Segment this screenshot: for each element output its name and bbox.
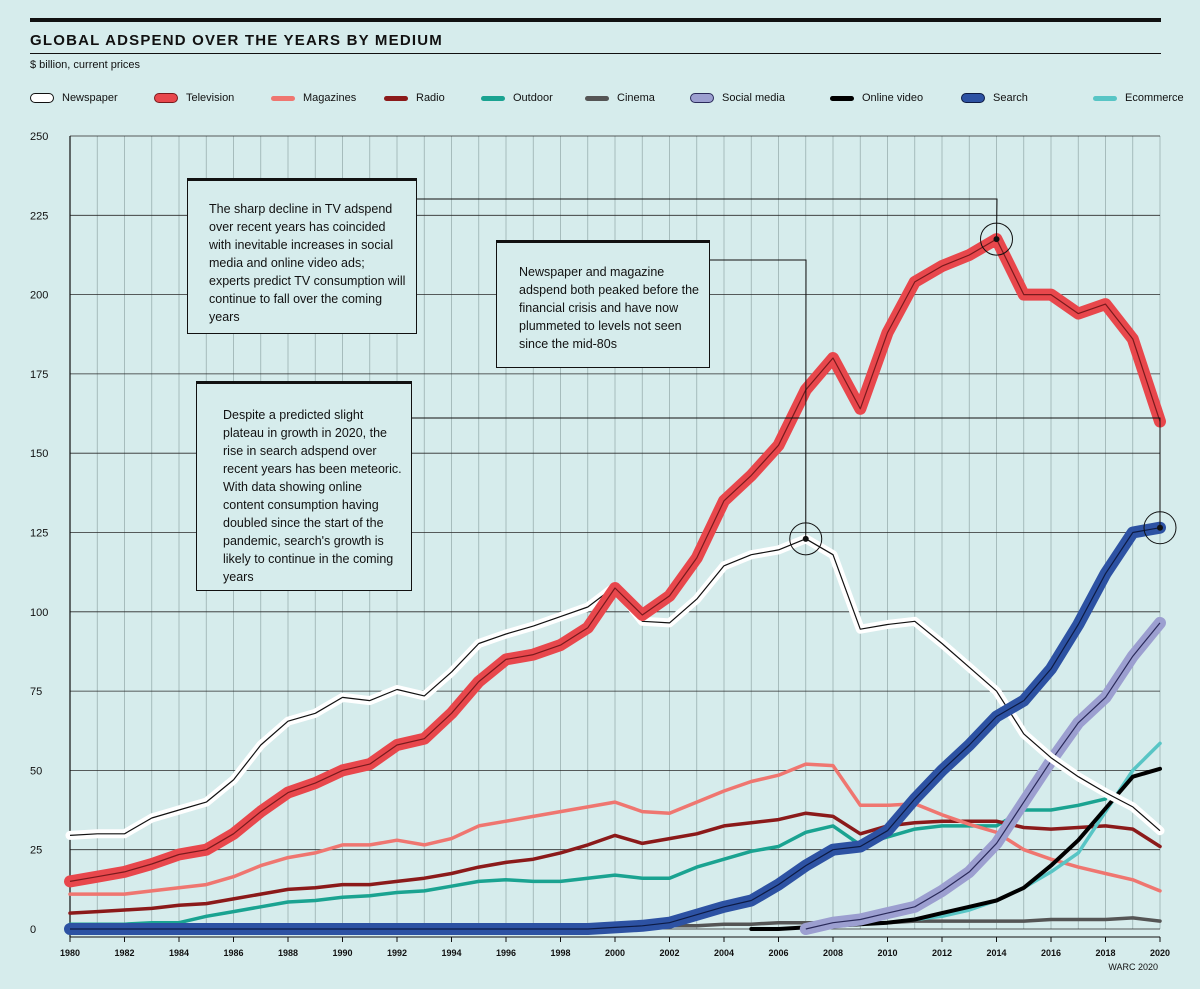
legend-label-outdoor: Outdoor <box>513 92 553 104</box>
x-tick-label: 1996 <box>496 948 516 958</box>
series-line-inner-social-media <box>805 622 1161 930</box>
highlight-point-search <box>1157 524 1163 531</box>
y-tick-label: 250 <box>30 131 48 143</box>
x-tick-label: 2018 <box>1095 948 1115 958</box>
x-tick-label: 2014 <box>986 948 1006 958</box>
annotation-leader-television <box>416 198 998 240</box>
annotation-tv-text: The sharp decline in TV adspend over rec… <box>209 202 406 324</box>
legend-swatch-online-video <box>830 95 854 101</box>
legend-swatch-cinema <box>585 95 609 101</box>
series-line-social-media <box>799 616 1166 935</box>
legend-label-radio: Radio <box>416 92 445 104</box>
legend-item-ecommerce: Ecommerce <box>1093 90 1184 106</box>
y-tick-label: 50 <box>30 765 42 777</box>
highlight-ring-newspaper <box>789 522 823 556</box>
annotation-newspaper: Newspaper and magazine adspend both peak… <box>496 240 710 368</box>
y-tick-label: 200 <box>30 290 48 302</box>
annotation-leader-newspaper <box>710 259 807 539</box>
series-line-radio <box>68 811 1162 915</box>
y-tick-label: 175 <box>30 369 48 381</box>
x-tick-label: 2010 <box>877 948 897 958</box>
x-tick-label: 1980 <box>60 948 80 958</box>
x-tick-label: 1990 <box>332 948 352 958</box>
legend-item-magazines: Magazines <box>271 90 356 106</box>
legend-item-cinema: Cinema <box>585 90 655 106</box>
legend-swatch-social-media <box>690 93 714 103</box>
highlight-point-newspaper <box>802 535 809 542</box>
x-tick-label: 1992 <box>387 948 407 958</box>
x-tick-label: 2012 <box>932 948 952 958</box>
highlight-ring-search <box>1143 511 1177 545</box>
y-tick-label: 225 <box>30 210 48 222</box>
legend-label-newspaper: Newspaper <box>62 92 118 104</box>
series-line-inner-search <box>70 527 1161 930</box>
legend-item-online-video: Online video <box>830 90 923 106</box>
legend-swatch-radio <box>384 95 408 101</box>
chart-subtitle: $ billion, current prices <box>30 59 141 71</box>
legend-swatch-search <box>961 93 985 103</box>
series-line-ecommerce <box>913 741 1162 922</box>
legend: Newspaper Television Magazines Radio Outdoor… <box>30 90 1184 106</box>
x-tick-label: 1984 <box>169 948 189 958</box>
annotation-tv: The sharp decline in TV adspend over rec… <box>187 178 417 334</box>
series-line-magazines <box>68 762 1162 896</box>
legend-label-social-media: Social media <box>722 92 785 104</box>
x-tick-label: 1998 <box>550 948 570 958</box>
y-tick-label: 150 <box>30 448 48 460</box>
legend-item-radio: Radio <box>384 90 445 106</box>
x-tick-label: 2004 <box>714 948 734 958</box>
legend-swatch-magazines <box>271 95 295 101</box>
legend-label-online-video: Online video <box>862 92 924 104</box>
legend-label-ecommerce: Ecommerce <box>1125 92 1184 104</box>
y-tick-label: 75 <box>30 686 42 698</box>
chart-title: GLOBAL ADSPEND OVER THE YEARS BY MEDIUM <box>30 32 443 49</box>
x-tick-label: 2000 <box>605 948 625 958</box>
legend-swatch-television <box>154 93 178 103</box>
annotation-search: Despite a predicted slight plateau in gr… <box>196 381 412 591</box>
highlight-point-television <box>993 236 1000 243</box>
annotation-newspaper-text: Newspaper and magazine adspend both peak… <box>519 265 700 351</box>
title-rule <box>30 53 1161 54</box>
legend-item-newspaper: Newspaper <box>30 90 118 106</box>
legend-label-search: Search <box>993 92 1028 104</box>
x-tick-label: 2008 <box>823 948 843 958</box>
annotation-search-text: Despite a predicted slight plateau in gr… <box>223 408 402 584</box>
highlight-ring-television <box>980 222 1013 256</box>
legend-swatch-newspaper <box>30 93 54 103</box>
x-tick-label: 1982 <box>114 948 134 958</box>
y-tick-label: 125 <box>30 528 48 540</box>
x-tick-label: 2016 <box>1041 948 1061 958</box>
legend-label-television: Television <box>186 92 235 104</box>
legend-item-social-media: Social media <box>690 90 785 106</box>
legend-item-outdoor: Outdoor <box>481 90 553 106</box>
x-tick-label: 1988 <box>278 948 298 958</box>
x-tick-label: 1994 <box>441 948 461 958</box>
legend-label-magazines: Magazines <box>303 92 357 104</box>
x-tick-label: 2002 <box>659 948 679 958</box>
legend-label-cinema: Cinema <box>617 92 655 104</box>
legend-swatch-outdoor <box>481 95 505 101</box>
source-note: WARC 2020 <box>1108 962 1158 972</box>
legend-item-search: Search <box>961 90 1028 106</box>
x-tick-label: 2020 <box>1150 948 1170 958</box>
x-tick-label: 2006 <box>768 948 788 958</box>
annotation-leader-search <box>412 417 1161 528</box>
y-tick-label: 0 <box>30 924 36 936</box>
x-tick-label: 1986 <box>223 948 243 958</box>
top-rule <box>30 18 1161 22</box>
y-tick-label: 25 <box>30 845 42 857</box>
series-line-inner-television <box>69 238 1161 882</box>
y-tick-label: 100 <box>30 607 48 619</box>
legend-item-television: Television <box>154 90 234 106</box>
series-line-outdoor <box>68 797 1108 926</box>
legend-swatch-ecommerce <box>1093 95 1117 101</box>
